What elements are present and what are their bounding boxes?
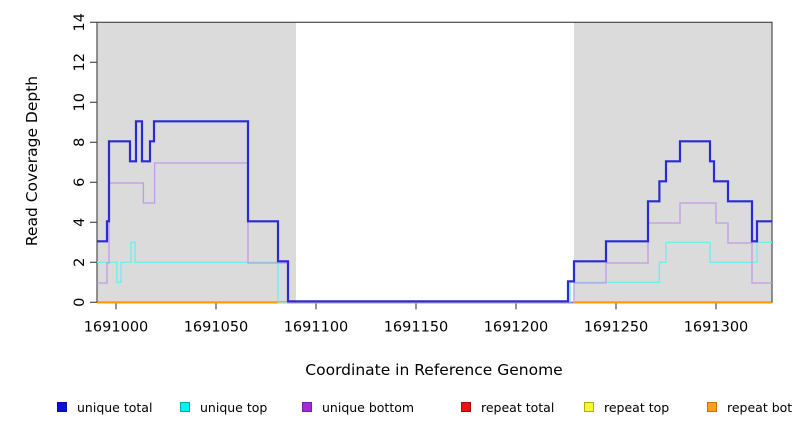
repeat-top-swatch-icon xyxy=(584,402,594,412)
unique-total-swatch-icon xyxy=(57,402,67,412)
legend-item-repeat-total: repeat total xyxy=(461,399,554,415)
x-tick-label: 1691150 xyxy=(384,319,449,335)
x-tick-label: 1691200 xyxy=(484,319,549,335)
legend-label: repeat bottom xyxy=(727,399,792,415)
x-tick-label: 1691050 xyxy=(184,319,249,335)
x-tick-label: 1691100 xyxy=(284,319,349,335)
series-unique-total xyxy=(97,120,772,303)
legend-item-unique-total: unique total xyxy=(57,399,152,415)
y-tick-label: 10 xyxy=(72,93,88,111)
y-tick-label: 6 xyxy=(72,178,88,187)
series-unique-top xyxy=(97,241,279,303)
legend-label: repeat top xyxy=(604,399,670,415)
x-tick-label: 1691000 xyxy=(84,319,149,335)
legend-item-repeat-bottom: repeat bottom xyxy=(707,399,792,415)
legend-label: unique total xyxy=(77,399,153,415)
legend-item-unique-bottom: unique bottom xyxy=(302,399,414,415)
repeat-total-swatch-icon xyxy=(461,402,471,412)
series-unique-bottom xyxy=(97,162,772,304)
y-tick-label: 2 xyxy=(72,258,88,267)
repeat-bottom-swatch-icon xyxy=(707,402,717,412)
y-tick-label: 0 xyxy=(72,298,88,307)
unique-bottom-swatch-icon xyxy=(302,402,312,412)
y-tick-label: 4 xyxy=(72,218,88,227)
x-tick-label: 1691250 xyxy=(584,319,649,335)
y-tick-label: 14 xyxy=(72,13,88,31)
covered-region xyxy=(97,22,296,303)
legend-item-repeat-top: repeat top xyxy=(584,399,669,415)
unique-top-swatch-icon xyxy=(180,402,190,412)
legend-label: repeat total xyxy=(481,399,555,415)
legend-label: unique top xyxy=(200,399,268,415)
series-unique-top xyxy=(569,241,772,303)
legend-label: unique bottom xyxy=(322,399,415,415)
x-axis-label: Coordinate in Reference Genome xyxy=(305,361,563,379)
y-axis-label: Read Coverage Depth xyxy=(23,75,41,247)
legend-item-unique-top: unique top xyxy=(180,399,267,415)
y-tick-label: 12 xyxy=(72,53,88,71)
y-tick-label: 8 xyxy=(72,138,88,147)
x-tick-label: 1691300 xyxy=(684,319,749,335)
